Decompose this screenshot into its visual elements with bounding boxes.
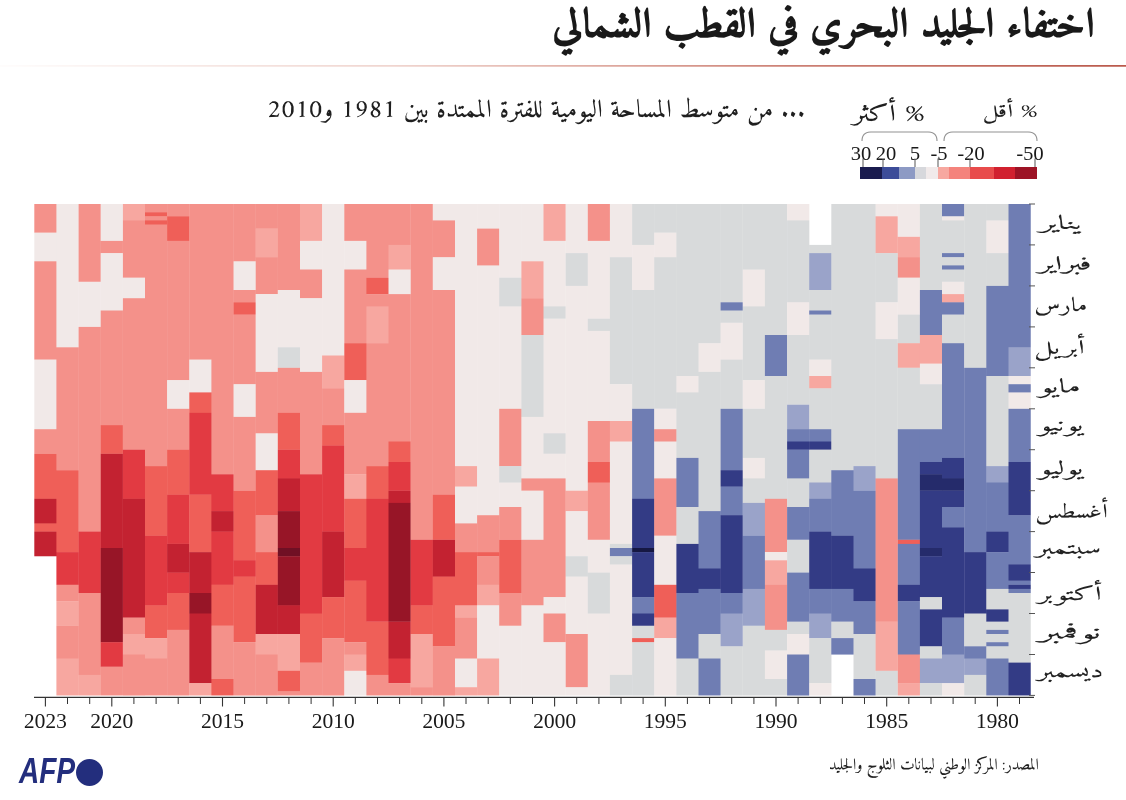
svg-text:1990: 1990 [755, 709, 798, 733]
svg-text:5: 5 [910, 143, 920, 165]
svg-text:2023: 2023 [24, 709, 67, 733]
svg-text:2015: 2015 [201, 709, 244, 733]
svg-text:2020: 2020 [90, 709, 133, 733]
svg-text:-20: -20 [957, 143, 984, 165]
svg-text:-50: -50 [1016, 143, 1043, 165]
svg-text:1980: 1980 [976, 709, 1019, 733]
svg-text:2005: 2005 [422, 709, 465, 733]
svg-text:1985: 1985 [865, 709, 908, 733]
svg-text:2010: 2010 [312, 709, 355, 733]
svg-text:-5: -5 [930, 143, 947, 165]
svg-text:1995: 1995 [644, 709, 687, 733]
svg-text:2000: 2000 [533, 709, 576, 733]
svg-text:30: 30 [851, 143, 872, 165]
svg-text:20: 20 [876, 143, 897, 165]
svg-text:AFP: AFP [18, 750, 76, 791]
